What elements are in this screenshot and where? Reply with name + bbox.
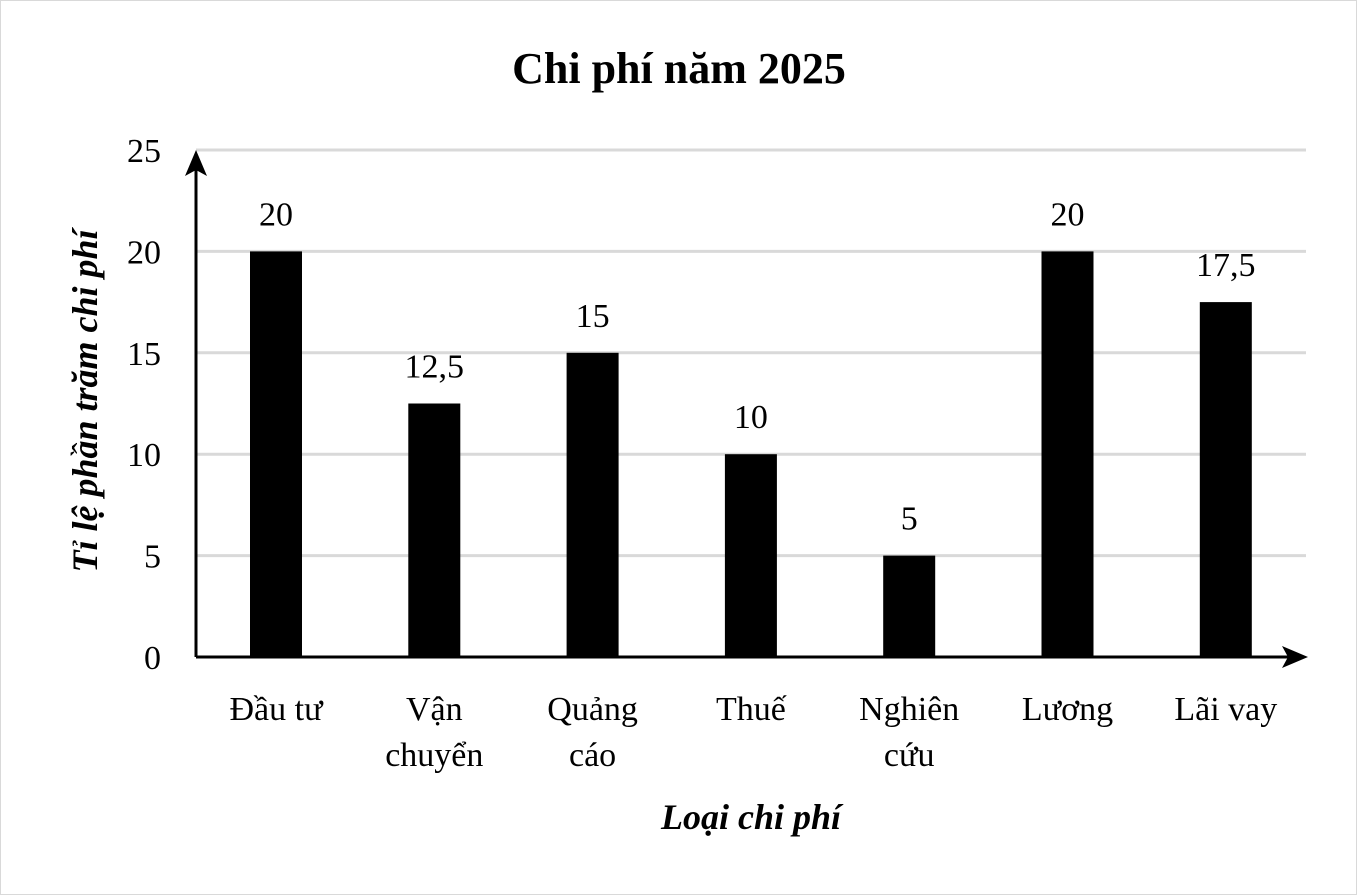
x-tick-label: Quảng — [547, 691, 638, 728]
bar — [1199, 302, 1252, 657]
data-label: 20 — [1051, 196, 1085, 233]
y-tick-label: 20 — [127, 234, 161, 271]
data-label: 12,5 — [405, 349, 465, 386]
data-label: 5 — [901, 501, 918, 538]
bar — [408, 403, 461, 657]
x-tick-label: Nghiên — [859, 691, 959, 728]
x-tick-label: Vận — [406, 691, 463, 728]
y-axis-arrow — [185, 150, 207, 176]
x-tick-label: Thuế — [716, 691, 787, 728]
gridlines — [196, 148, 1306, 558]
x-tick-label: Lãi vay — [1174, 691, 1277, 728]
x-tick-label: cứu — [884, 737, 935, 774]
y-tick-label: 25 — [127, 133, 161, 170]
axes — [185, 150, 1308, 668]
y-axis-label: Tỉ lệ phần trăm chi phí — [65, 226, 105, 572]
data-label: 15 — [576, 298, 610, 335]
data-label: 10 — [734, 399, 768, 436]
bar — [566, 352, 619, 657]
bar — [724, 454, 777, 657]
data-label: 20 — [259, 196, 293, 233]
data-label: 17,5 — [1196, 247, 1256, 284]
y-tick-label: 10 — [127, 437, 161, 474]
x-tick-label: cáo — [569, 737, 616, 774]
y-tick-labels: 0 5 10 15 20 25 — [127, 133, 161, 677]
chart-title: Chi phí năm 2025 — [512, 44, 846, 93]
x-axis-label: Loại chi phí — [660, 797, 844, 837]
x-tick-label: Lương — [1022, 691, 1113, 728]
y-tick-label: 5 — [144, 539, 161, 576]
bars — [250, 251, 1252, 657]
bar — [1041, 251, 1094, 657]
x-tick-label: Đầu tư — [229, 691, 324, 728]
x-tick-labels: Đầu tư Vận chuyển Quảng cáo Thuế Nghiên cứu Lươn… — [229, 691, 1277, 774]
bar — [883, 555, 936, 657]
bar — [250, 251, 302, 657]
x-axis-arrow — [1282, 646, 1308, 668]
y-tick-label: 0 — [144, 640, 161, 677]
x-tick-label: chuyển — [385, 737, 483, 774]
data-labels: 20 12,5 15 10 5 20 17,5 — [259, 196, 1256, 537]
y-tick-label: 15 — [127, 336, 161, 373]
